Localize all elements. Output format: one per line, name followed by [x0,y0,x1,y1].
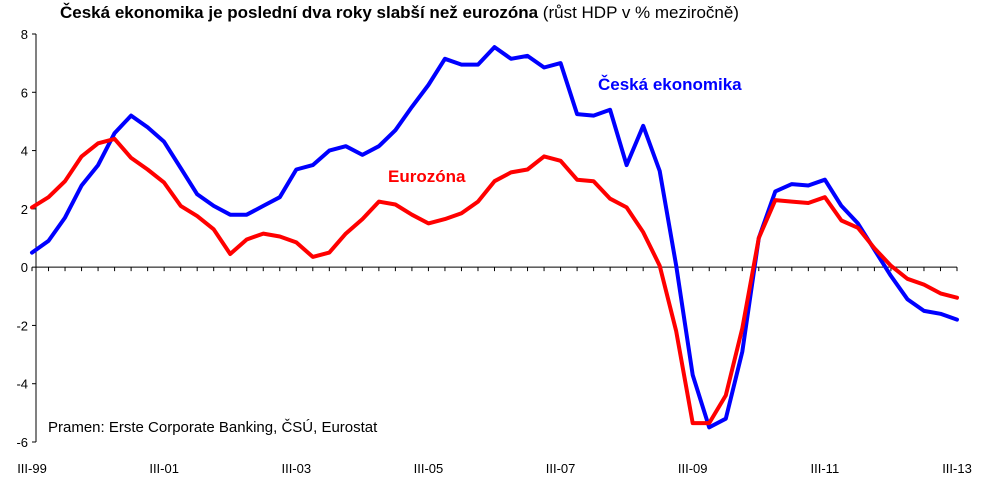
chart-subtitle: (růst HDP v % meziročně) [542,3,739,22]
x-tick-label: III-05 [414,461,444,476]
source-note: Pramen: Erste Corporate Banking, ČSÚ, Eu… [48,419,378,436]
chart-title: Česká ekonomika je poslední dva roky sla… [60,3,739,23]
x-tick-label: III-03 [281,461,311,476]
x-tick-label: III-13 [942,461,972,476]
y-tick-label: 0 [21,260,28,275]
x-tick-label: III-09 [678,461,708,476]
series-line-czech-economy [30,45,959,430]
chart-title-main: Česká ekonomika je poslední dva roky sla… [60,3,539,22]
y-tick-label: -4 [16,377,28,392]
series-label-eurozone: Eurozóna [388,167,466,186]
chart-axes: 8 6 4 2 0 -2 -4 -6 III-99 III-01 III-03 III-05 III-0… [16,27,971,476]
chart-series [30,45,959,430]
y-tick-label: 4 [21,144,28,159]
x-tick-label: III-99 [17,461,47,476]
y-tick-label: 8 [21,27,28,42]
series-line-eurozone [30,136,959,426]
x-tick-label: III-01 [149,461,179,476]
y-tick-label: 6 [21,85,28,100]
chart-labels: Česká ekonomika Eurozóna Pramen: Erste Cor… [48,75,742,436]
x-tick-label: III-07 [546,461,576,476]
y-tick-label: -6 [16,435,28,450]
y-tick-label: -2 [16,318,28,333]
x-tick-label: III-11 [811,461,840,476]
y-tick-label: 2 [21,202,28,217]
series-label-czech-economy: Česká ekonomika [598,75,742,94]
